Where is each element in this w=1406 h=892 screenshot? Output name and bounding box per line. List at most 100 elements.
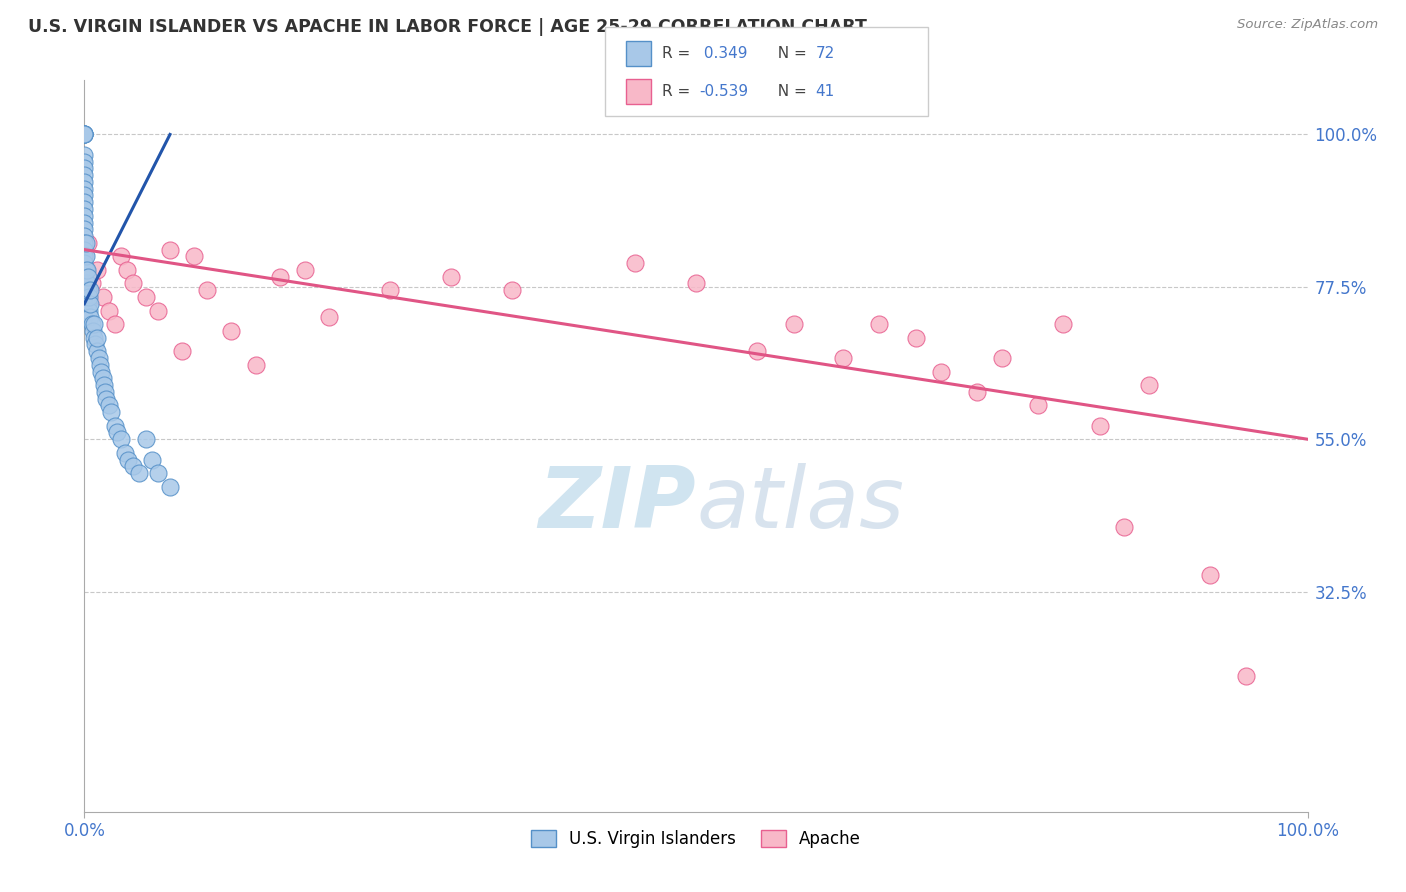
- Point: [1198, 567, 1220, 582]
- Point: [929, 364, 952, 378]
- Text: 41: 41: [815, 84, 835, 99]
- Point: [110, 249, 132, 263]
- Point: [77, 235, 100, 250]
- Point: [100, 405, 122, 419]
- Point: [114, 446, 136, 460]
- Text: U.S. VIRGIN ISLANDER VS APACHE IN LABOR FORCE | AGE 25-29 CORRELATION CHART: U.S. VIRGIN ISLANDER VS APACHE IN LABOR …: [28, 18, 868, 36]
- Point: [73, 161, 96, 176]
- Point: [380, 283, 402, 297]
- Point: [77, 297, 100, 311]
- Point: [128, 466, 150, 480]
- Point: [73, 283, 96, 297]
- Point: [440, 269, 463, 284]
- Point: [104, 317, 127, 331]
- Point: [73, 249, 96, 263]
- Point: [73, 303, 96, 318]
- Point: [73, 181, 96, 195]
- Text: N =: N =: [768, 46, 811, 62]
- Point: [79, 310, 101, 325]
- Point: [73, 128, 96, 142]
- Point: [97, 398, 120, 412]
- Point: [83, 317, 105, 331]
- Point: [146, 466, 169, 480]
- Point: [869, 317, 891, 331]
- Point: [91, 290, 114, 304]
- Point: [73, 243, 96, 257]
- Point: [82, 324, 104, 338]
- Point: [159, 243, 181, 257]
- Point: [122, 277, 145, 291]
- Point: [195, 283, 218, 297]
- Point: [89, 358, 111, 372]
- Point: [1114, 520, 1136, 534]
- Text: atlas: atlas: [696, 463, 904, 546]
- Point: [1236, 669, 1258, 683]
- Point: [269, 269, 291, 284]
- Point: [75, 277, 97, 291]
- Point: [86, 331, 108, 345]
- Point: [90, 364, 112, 378]
- Text: N =: N =: [768, 84, 811, 99]
- Point: [141, 452, 163, 467]
- Point: [73, 128, 96, 142]
- Point: [502, 283, 524, 297]
- Text: 72: 72: [815, 46, 835, 62]
- Legend: U.S. Virgin Islanders, Apache: U.S. Virgin Islanders, Apache: [524, 823, 868, 855]
- Point: [77, 303, 100, 318]
- Point: [1028, 398, 1050, 412]
- Point: [73, 215, 96, 229]
- Point: [624, 256, 647, 270]
- Point: [73, 222, 96, 236]
- Point: [73, 229, 96, 244]
- Point: [73, 249, 96, 263]
- Text: R =: R =: [662, 84, 696, 99]
- Point: [94, 384, 117, 399]
- Point: [159, 480, 181, 494]
- Point: [905, 331, 928, 345]
- Point: [318, 310, 340, 325]
- Point: [73, 128, 96, 142]
- Point: [76, 263, 98, 277]
- Point: [73, 128, 96, 142]
- Point: [747, 344, 769, 359]
- Point: [75, 249, 97, 263]
- Point: [73, 269, 96, 284]
- Text: 0.349: 0.349: [699, 46, 747, 62]
- Point: [84, 337, 107, 351]
- Point: [73, 297, 96, 311]
- Point: [73, 235, 96, 250]
- Point: [86, 344, 108, 359]
- Point: [73, 195, 96, 210]
- Text: -0.539: -0.539: [699, 84, 748, 99]
- Point: [245, 358, 267, 372]
- Point: [294, 263, 316, 277]
- Point: [86, 263, 108, 277]
- Point: [77, 269, 100, 284]
- Point: [79, 283, 101, 297]
- Point: [73, 209, 96, 223]
- Point: [135, 432, 157, 446]
- Point: [73, 290, 96, 304]
- Point: [73, 175, 96, 189]
- Point: [146, 303, 169, 318]
- Point: [105, 425, 128, 440]
- Text: Source: ZipAtlas.com: Source: ZipAtlas.com: [1237, 18, 1378, 31]
- Point: [172, 344, 194, 359]
- Text: ZIP: ZIP: [538, 463, 696, 546]
- Point: [87, 351, 110, 365]
- Point: [73, 256, 96, 270]
- Point: [80, 277, 103, 291]
- Point: [73, 168, 96, 182]
- Point: [91, 371, 114, 385]
- Point: [76, 277, 98, 291]
- Point: [96, 392, 118, 406]
- Point: [991, 351, 1014, 365]
- Text: R =: R =: [662, 46, 696, 62]
- Point: [831, 351, 853, 365]
- Point: [73, 310, 96, 325]
- Point: [110, 432, 132, 446]
- Point: [75, 235, 97, 250]
- Point: [685, 277, 707, 291]
- Point: [1052, 317, 1074, 331]
- Point: [135, 290, 157, 304]
